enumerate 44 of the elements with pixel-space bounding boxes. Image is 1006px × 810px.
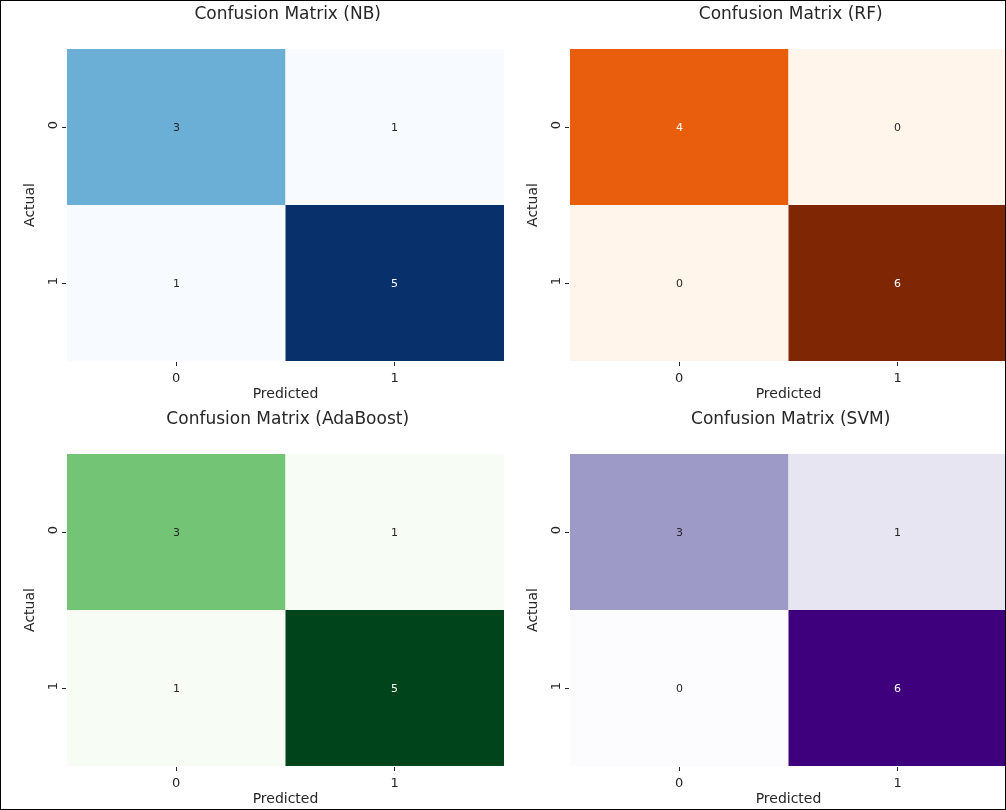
data-label: 6 — [894, 682, 901, 695]
data-label: 1 — [173, 277, 180, 290]
x-axis-title: Predicted — [252, 789, 319, 806]
y-tick-label: 1 — [44, 276, 60, 286]
chart-title: Confusion Matrix (SVM) — [691, 407, 891, 428]
y-tick-label: 1 — [547, 276, 563, 286]
chart-title: Confusion Matrix (RF) — [698, 2, 883, 23]
x-tick-label: 1 — [893, 369, 902, 385]
data-label: 6 — [894, 277, 901, 290]
x-axis-title: Predicted — [755, 789, 822, 806]
data-label: 3 — [173, 121, 180, 134]
chart-title: Confusion Matrix (NB) — [194, 2, 381, 23]
data-label: 4 — [676, 121, 683, 134]
chart-title: Confusion Matrix (AdaBoost) — [166, 407, 410, 428]
y-axis-title: Actual — [21, 183, 38, 227]
data-label: 1 — [894, 526, 901, 539]
y-tick-label: 0 — [44, 525, 60, 535]
y-tick-label: 0 — [547, 120, 563, 130]
x-tick-label: 0 — [675, 369, 684, 385]
x-tick-label: 1 — [390, 369, 399, 385]
data-label: 0 — [676, 682, 683, 695]
x-axis-title: Predicted — [755, 384, 822, 401]
x-tick-label: 1 — [893, 774, 902, 790]
y-axis-title: Actual — [524, 183, 541, 227]
y-axis-title: Actual — [524, 588, 541, 632]
data-label: 1 — [391, 526, 398, 539]
data-label: 3 — [676, 526, 683, 539]
y-axis-title: Actual — [21, 588, 38, 632]
data-label: 0 — [894, 121, 901, 134]
x-tick-label: 0 — [172, 774, 181, 790]
data-label: 1 — [391, 121, 398, 134]
x-tick-label: 0 — [172, 369, 181, 385]
x-tick-label: 1 — [390, 774, 399, 790]
x-axis-title: Predicted — [252, 384, 319, 401]
y-tick-label: 0 — [547, 525, 563, 535]
data-label: 5 — [391, 682, 398, 695]
data-label: 5 — [391, 277, 398, 290]
data-label: 1 — [173, 682, 180, 695]
y-tick-label: 1 — [547, 681, 563, 691]
y-tick-label: 0 — [44, 120, 60, 130]
data-label: 3 — [173, 526, 180, 539]
y-tick-label: 1 — [44, 681, 60, 691]
data-label: 0 — [676, 277, 683, 290]
x-tick-label: 0 — [675, 774, 684, 790]
